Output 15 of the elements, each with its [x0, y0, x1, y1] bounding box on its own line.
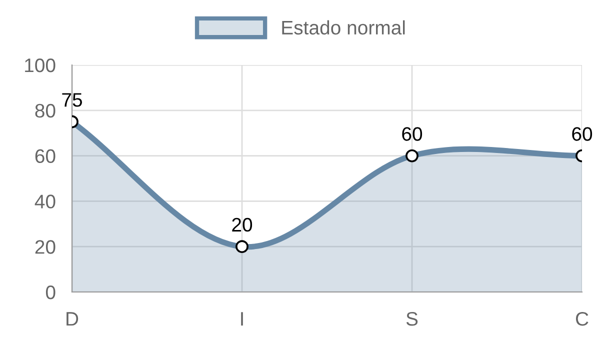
x-tick-label: I — [241, 312, 243, 326]
data-label: 20 — [232, 218, 252, 232]
y-tick-label: 80 — [35, 104, 56, 118]
y-tick-label: 60 — [35, 149, 56, 164]
legend-label: Estado normal — [282, 20, 405, 35]
y-tick-label: 0 — [46, 285, 56, 300]
x-tick-label: D — [66, 312, 78, 326]
data-label: 75 — [62, 93, 82, 107]
x-tick-label: S — [406, 312, 418, 326]
data-label: 60 — [402, 127, 422, 141]
y-tick-label: 100 — [25, 58, 56, 72]
data-label: 60 — [572, 127, 592, 141]
y-tick-label: 20 — [35, 240, 56, 254]
x-tick-label: C — [576, 312, 588, 326]
y-tick-label: 40 — [34, 194, 56, 208]
